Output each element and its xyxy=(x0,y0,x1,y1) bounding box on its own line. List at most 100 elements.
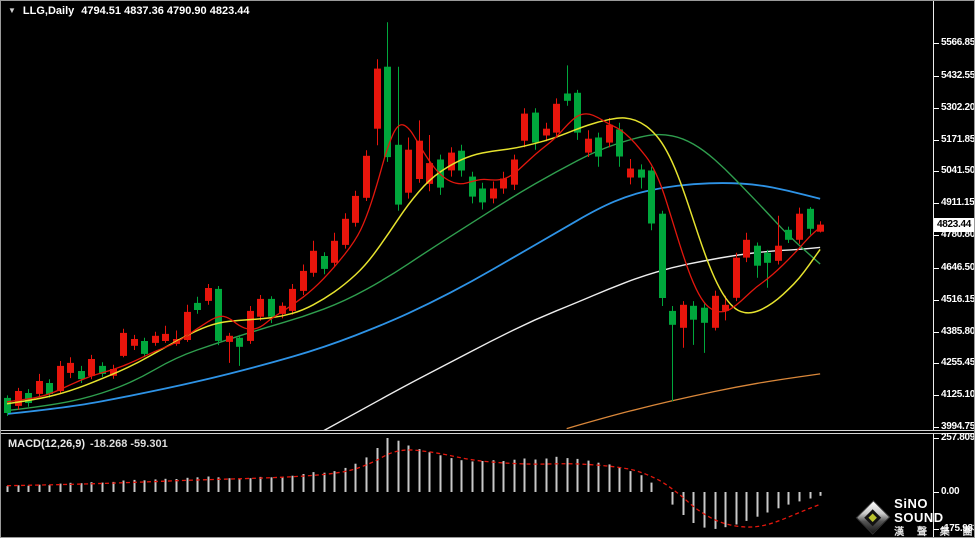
candle xyxy=(88,354,95,380)
price-tick-label: 4516.15 xyxy=(941,293,975,305)
price-tick-label: 5171.85 xyxy=(941,133,975,145)
axis-tick-mark xyxy=(934,299,939,301)
macd-histogram xyxy=(6,438,822,529)
candle xyxy=(15,387,22,410)
price-axis[interactable]: 5566.85 5432.55 5302.20 5171.85 5041.50 4911.… xyxy=(933,1,975,432)
candle xyxy=(775,215,782,265)
axis-tick-mark xyxy=(934,139,939,141)
candle xyxy=(680,301,687,348)
macd-indicator-name: MACD(12,26,9) xyxy=(8,438,86,450)
price-tick-label: 5432.55 xyxy=(941,69,975,81)
candle xyxy=(638,164,645,189)
ma-green xyxy=(6,133,821,412)
macd-axis[interactable]: 257.809 0.00 -175.983 xyxy=(933,432,974,537)
candle xyxy=(226,332,233,363)
ma-red xyxy=(6,113,821,403)
candle xyxy=(521,108,528,148)
price-tick-label: 5302.20 xyxy=(941,101,975,113)
chart-title-bar: ▼ LLG,Daily 4794.51 4837.36 4790.90 4823… xyxy=(8,5,249,17)
axis-tick-mark xyxy=(934,43,939,44)
price-tick-label: 3994.75 xyxy=(941,421,975,432)
axis-tick-mark xyxy=(934,438,939,439)
ma-white xyxy=(323,246,821,430)
axis-tick-mark xyxy=(934,492,939,493)
candle xyxy=(331,232,338,267)
candle xyxy=(236,334,243,366)
candle xyxy=(595,132,602,167)
candle xyxy=(162,325,169,343)
candle xyxy=(585,130,592,157)
candle xyxy=(796,207,803,244)
logo-diamond-icon xyxy=(857,501,890,534)
ohlc-values: 4794.51 4837.36 4790.90 4823.44 xyxy=(81,5,250,17)
candle xyxy=(807,207,814,235)
candle xyxy=(511,154,518,190)
candle xyxy=(458,144,465,177)
macd-label: MACD(12,26,9) -18.268 -59.301 xyxy=(8,438,168,450)
price-tick-label: 5566.85 xyxy=(941,37,975,48)
candle xyxy=(257,295,264,321)
candle xyxy=(743,232,750,263)
candle xyxy=(99,362,106,377)
candle xyxy=(764,249,771,288)
ma-blue xyxy=(6,182,821,415)
candle xyxy=(57,361,64,394)
candle xyxy=(152,331,159,346)
candle xyxy=(363,150,370,201)
candle xyxy=(648,166,655,231)
candle xyxy=(701,303,708,353)
price-tick-label: 4646.50 xyxy=(941,261,975,273)
candle xyxy=(754,242,761,278)
candle xyxy=(405,137,412,199)
macd-signal-line xyxy=(6,449,821,528)
macd-indicator-canvas[interactable] xyxy=(1,434,933,537)
symbol-dropdown-icon[interactable]: ▼ xyxy=(8,6,16,15)
candle xyxy=(395,66,402,211)
axis-tick-mark xyxy=(934,75,939,77)
price-tick-label: 4255.45 xyxy=(941,357,975,369)
symbol-timeframe-label: LLG,Daily xyxy=(22,5,75,17)
axis-tick-mark xyxy=(934,203,939,205)
candle xyxy=(469,171,476,204)
candle xyxy=(690,301,697,345)
candle xyxy=(564,65,571,106)
axis-tick-mark xyxy=(934,171,939,173)
pane-splitter[interactable] xyxy=(1,430,974,434)
candle xyxy=(141,337,148,358)
ma-lines-front xyxy=(6,113,821,405)
candle xyxy=(352,190,359,227)
macd-indicator-values: -18.268 -59.301 xyxy=(90,438,168,450)
price-tick-label: 4125.10 xyxy=(941,389,975,401)
candle xyxy=(110,364,117,379)
price-tick-label: 4911.15 xyxy=(941,197,975,209)
price-chart-canvas[interactable] xyxy=(1,1,933,430)
candle xyxy=(67,357,74,379)
candle xyxy=(479,182,486,210)
price-tick-label: 4780.80 xyxy=(941,229,975,240)
candle xyxy=(36,373,43,397)
axis-tick-mark xyxy=(934,528,939,530)
candle xyxy=(310,240,317,277)
axis-tick-mark xyxy=(934,107,939,109)
candle xyxy=(553,98,560,138)
candle xyxy=(289,284,296,315)
price-tick-label: 4385.80 xyxy=(941,325,975,337)
candle xyxy=(416,120,423,183)
axis-tick-mark xyxy=(934,427,939,428)
candle xyxy=(659,210,666,306)
axis-tick-mark xyxy=(934,331,939,333)
current-price-badge: 4823.44 xyxy=(934,217,974,232)
candle xyxy=(321,252,328,275)
candle xyxy=(300,264,307,295)
candle xyxy=(247,306,254,344)
candle xyxy=(490,181,497,204)
logo-text-en: SiNO SOUND xyxy=(894,496,944,525)
candle xyxy=(215,286,222,346)
candle xyxy=(817,221,824,233)
candle xyxy=(131,334,138,350)
ma-lines-back xyxy=(6,133,821,430)
price-tick-label: 5041.50 xyxy=(941,165,975,177)
candle xyxy=(194,296,201,314)
candle xyxy=(4,395,11,416)
